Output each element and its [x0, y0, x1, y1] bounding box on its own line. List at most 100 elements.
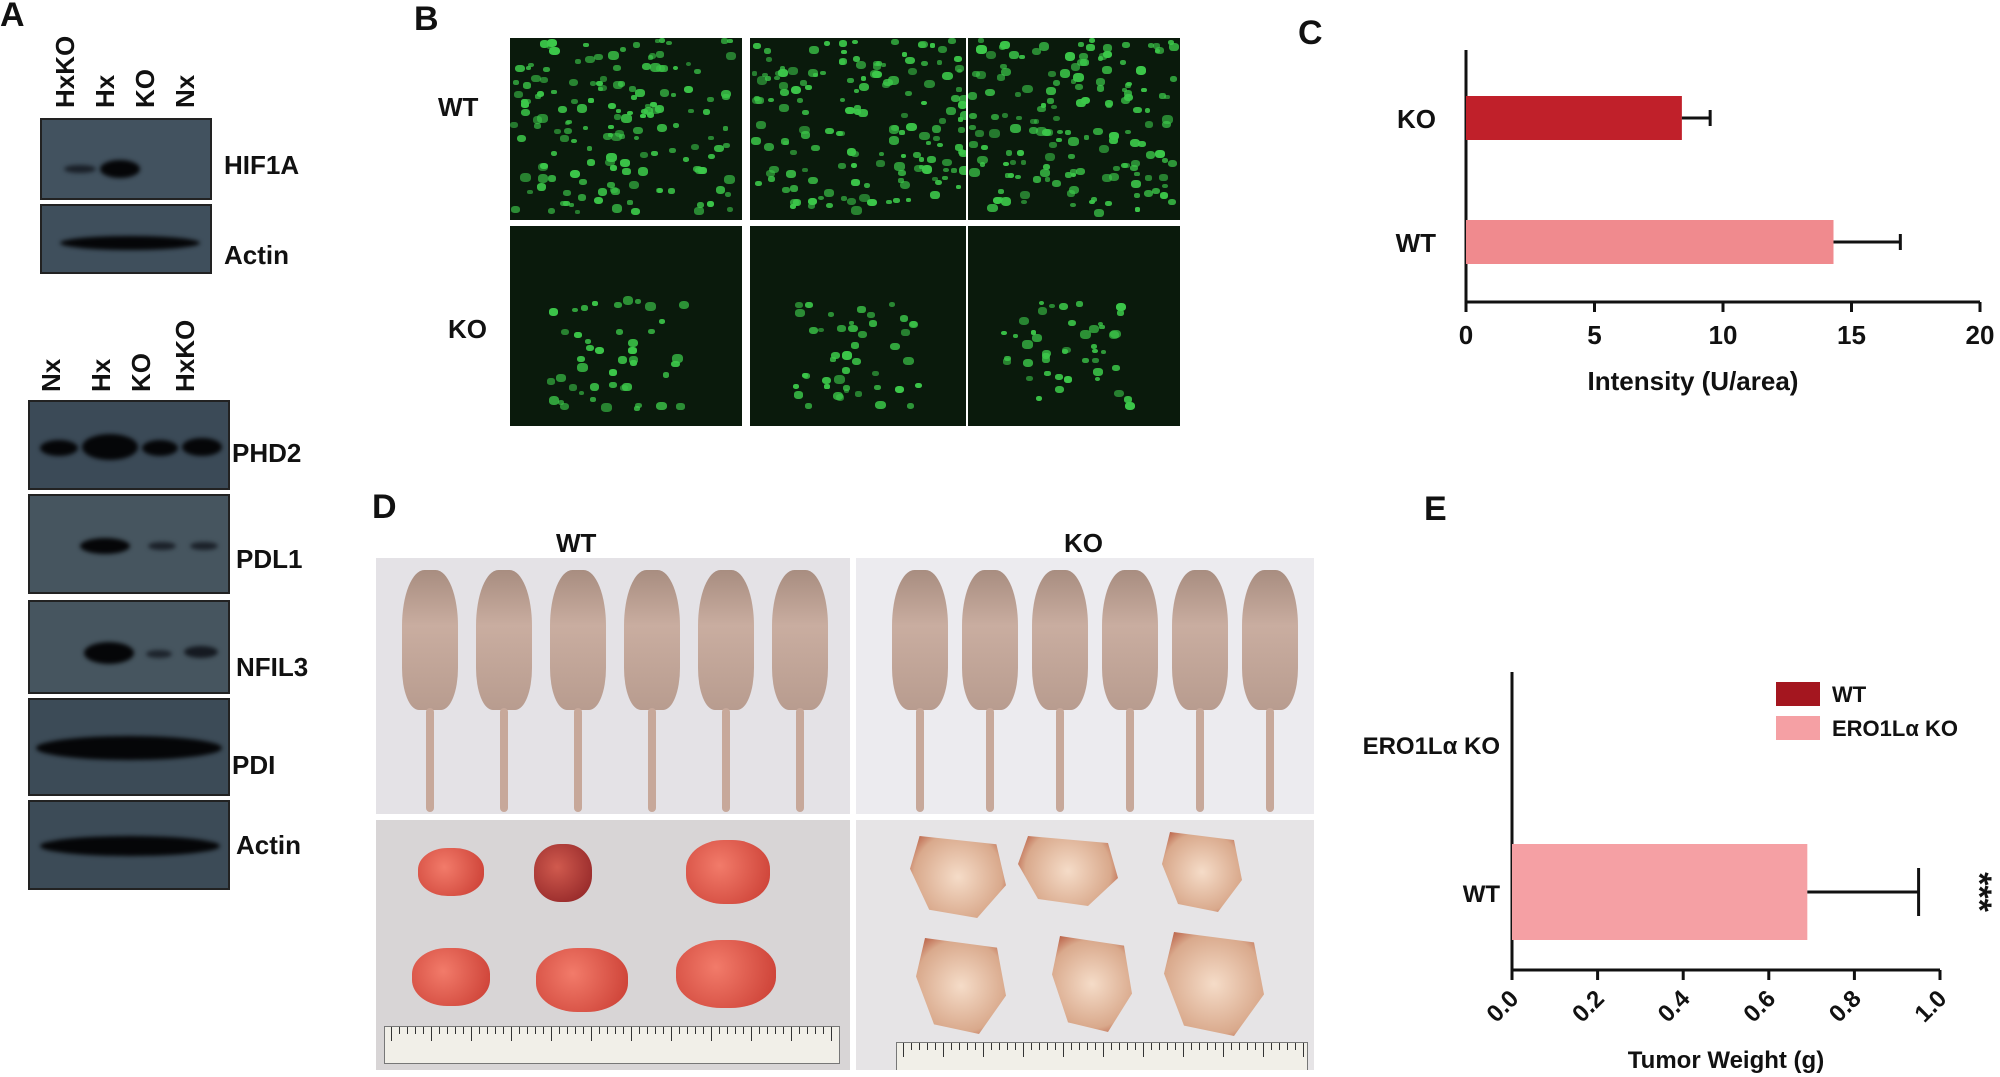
cell-dot	[1030, 119, 1037, 125]
cell-dot	[1145, 175, 1152, 181]
ruler-tick	[823, 1027, 824, 1034]
cell-dot	[1051, 180, 1062, 188]
ruler-tick	[455, 1027, 456, 1034]
ruler-tick	[735, 1027, 736, 1034]
cell-dot	[642, 62, 652, 70]
ruler-tick	[791, 1027, 792, 1041]
ruler-tick	[1103, 1043, 1104, 1057]
cell-dot	[620, 384, 629, 392]
cell-dot	[826, 202, 834, 209]
cell-dot	[993, 196, 1003, 205]
panel-b-label: B	[414, 0, 439, 38]
cell-dot	[706, 201, 715, 207]
blot-band	[148, 542, 176, 550]
cell-dot	[872, 70, 882, 79]
ruler	[384, 1026, 840, 1064]
cell-dot	[904, 90, 912, 97]
lane-label: KO	[126, 353, 156, 392]
cell-dot	[899, 130, 905, 135]
cell-dot	[532, 115, 543, 124]
ruler-tick	[1303, 1043, 1304, 1057]
cell-dot	[694, 68, 702, 75]
ruler-tick	[647, 1027, 648, 1034]
pdi-blot	[28, 698, 230, 796]
cell-dot	[1097, 321, 1104, 327]
x-tick-label: 20	[1966, 320, 1995, 350]
cell-dot	[690, 143, 700, 151]
cell-dot	[893, 197, 900, 203]
cell-dot	[756, 76, 768, 85]
cell-dot	[547, 207, 556, 214]
cell-dot	[521, 98, 529, 105]
ruler-tick	[1199, 1043, 1200, 1050]
cell-dot	[582, 125, 589, 131]
cell-dot	[805, 84, 812, 90]
bar	[1512, 844, 1808, 940]
cell-dot	[1114, 389, 1124, 398]
cell-dot	[1094, 376, 1101, 382]
cell-dot	[617, 356, 628, 364]
cell-dot	[958, 95, 970, 104]
cell-dot	[942, 175, 948, 181]
cell-dot	[1147, 43, 1155, 49]
tumor	[412, 948, 490, 1006]
cell-dot	[764, 142, 775, 152]
blot-label: NFIL3	[236, 652, 309, 682]
cell-dot	[936, 142, 943, 148]
ruler-tick	[1151, 1043, 1152, 1050]
cell-dot	[655, 39, 661, 44]
cell-dot	[715, 185, 726, 194]
cell-dot	[918, 40, 928, 49]
cell-dot	[536, 183, 547, 192]
cell-dot	[672, 122, 679, 128]
cell-dot	[932, 176, 938, 182]
mouse-tail	[722, 708, 730, 812]
cell-dot	[942, 158, 952, 167]
cell-dot	[1021, 84, 1033, 94]
cell-dot	[1124, 83, 1131, 88]
cell-dot	[846, 148, 857, 156]
mouse-tail	[426, 708, 434, 812]
nfil3-blot	[28, 600, 230, 694]
cell-dot	[778, 69, 788, 77]
cell-dot	[841, 49, 847, 55]
ruler-tick	[719, 1027, 720, 1034]
cell-dot	[640, 113, 646, 119]
cell-dot	[662, 372, 670, 378]
ruler-tick	[1231, 1043, 1232, 1050]
cell-dot	[1144, 121, 1154, 128]
cell-dot	[1119, 60, 1127, 66]
ruler-tick	[503, 1027, 504, 1034]
cell-dot	[568, 78, 579, 87]
mouse-tail	[986, 708, 994, 812]
cell-dot	[510, 206, 520, 214]
ruler-tick	[407, 1027, 408, 1034]
category-label: WT	[1396, 228, 1437, 258]
cell-dot	[1022, 340, 1033, 349]
blot-label: HIF1A	[224, 150, 300, 180]
cell-dot	[887, 76, 899, 86]
ruler-tick	[959, 1043, 960, 1050]
cell-dot	[899, 180, 911, 190]
ruler-tick	[999, 1043, 1000, 1050]
cell-dot	[1103, 51, 1113, 59]
ruler-tick	[943, 1043, 944, 1057]
cell-dot	[1045, 86, 1056, 95]
blot-band	[182, 438, 222, 456]
cell-dot	[1075, 99, 1086, 108]
cell-dot	[808, 327, 818, 335]
cell-dot	[1018, 316, 1029, 325]
cell-dot	[978, 38, 984, 44]
cell-dot	[838, 39, 848, 47]
cell-dot	[797, 98, 804, 104]
cell-dot	[942, 71, 954, 81]
cell-dot	[622, 296, 634, 305]
cell-dot	[684, 85, 694, 94]
x-tick-label: 0.8	[1824, 985, 1867, 1028]
cell-dot	[1000, 330, 1007, 336]
cell-dot	[616, 109, 622, 114]
cell-dot	[998, 189, 1004, 194]
lane-label: KO	[130, 69, 160, 108]
cell-dot	[1042, 356, 1051, 363]
cell-dot	[1049, 141, 1057, 148]
